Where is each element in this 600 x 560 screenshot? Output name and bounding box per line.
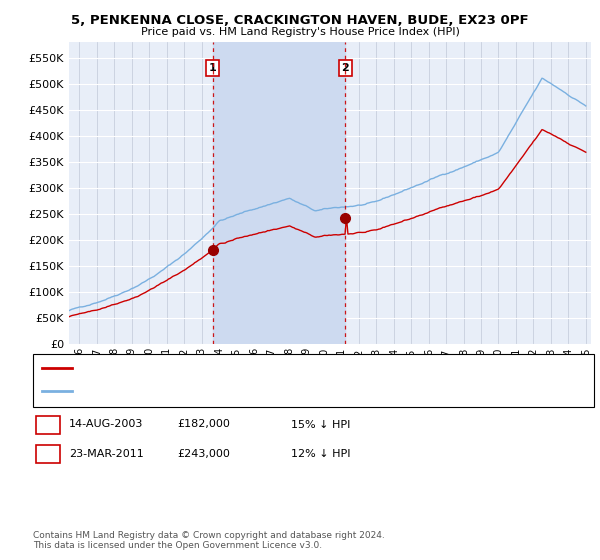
Text: 5, PENKENNA CLOSE, CRACKINGTON HAVEN, BUDE, EX23 0PF (detached house): 5, PENKENNA CLOSE, CRACKINGTON HAVEN, BU… (78, 363, 493, 373)
Text: 5, PENKENNA CLOSE, CRACKINGTON HAVEN, BUDE, EX23 0PF: 5, PENKENNA CLOSE, CRACKINGTON HAVEN, BU… (71, 14, 529, 27)
Text: 1: 1 (44, 419, 52, 430)
Text: Contains HM Land Registry data © Crown copyright and database right 2024.
This d: Contains HM Land Registry data © Crown c… (33, 530, 385, 550)
Text: 23-MAR-2011: 23-MAR-2011 (69, 449, 144, 459)
Text: 2: 2 (341, 63, 349, 73)
Text: £243,000: £243,000 (177, 449, 230, 459)
Text: Price paid vs. HM Land Registry's House Price Index (HPI): Price paid vs. HM Land Registry's House … (140, 27, 460, 37)
Text: HPI: Average price, detached house, Cornwall: HPI: Average price, detached house, Corn… (78, 386, 316, 396)
Text: 1: 1 (209, 63, 217, 73)
Bar (212, 42, 345, 344)
Text: £182,000: £182,000 (177, 419, 230, 430)
Text: 2: 2 (44, 449, 52, 459)
Text: 14-AUG-2003: 14-AUG-2003 (69, 419, 143, 430)
Text: 15% ↓ HPI: 15% ↓ HPI (291, 419, 350, 430)
Text: 12% ↓ HPI: 12% ↓ HPI (291, 449, 350, 459)
